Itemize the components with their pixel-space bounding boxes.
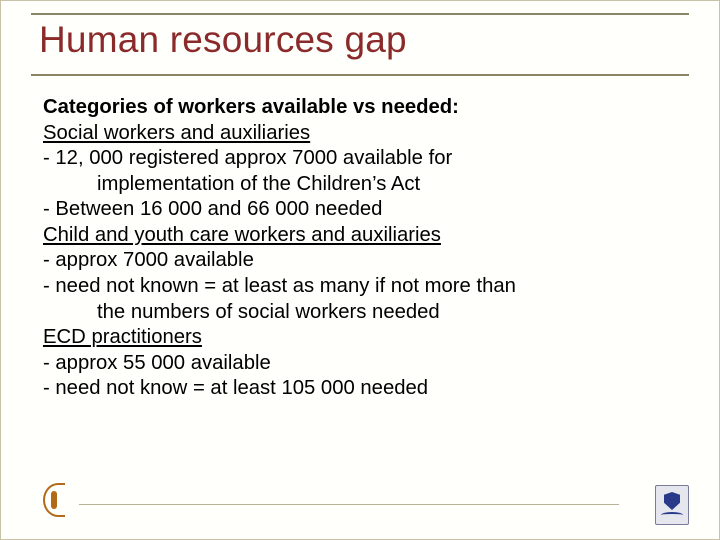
footer-logo-right [655,485,689,525]
shield-icon [664,492,680,510]
bullet: - need not know = at least 105 000 neede… [43,376,683,402]
swirl-icon [661,512,683,518]
bullet: - need not known = at least as many if n… [43,274,683,325]
bullet-text: - need not know = at least 105 000 neede… [43,377,428,399]
bullet: - Between 16 000 and 66 000 needed [43,197,683,223]
section-label-1: Social workers and auxiliaries [43,121,683,147]
bullet: - approx 55 000 available [43,351,683,377]
section-label-3: ECD practitioners [43,325,683,351]
bullet-text: - Between 16 000 and 66 000 needed [43,198,382,220]
top-rule [31,13,689,15]
bullet-continuation: the numbers of social workers needed [61,300,683,326]
bullet-text: - need not known = at least as many if n… [43,275,516,297]
bullet-text: - 12, 000 registered approx 7000 availab… [43,147,452,169]
bullet: - 12, 000 registered approx 7000 availab… [43,146,683,197]
bullet-continuation: implementation of the Children’s Act [61,172,683,198]
footer-rule [79,504,619,505]
section-label-2: Child and youth care workers and auxilia… [43,223,683,249]
footer-logo-left [43,483,73,521]
bullet-text: - approx 55 000 available [43,352,271,374]
title-underline [31,74,689,76]
slide-body: Categories of workers available vs neede… [43,95,683,402]
bullet: - approx 7000 available [43,248,683,274]
slide: Human resources gap Categories of worker… [0,0,720,540]
c-logo-icon [43,483,65,517]
slide-title: Human resources gap [39,19,407,61]
body-heading: Categories of workers available vs neede… [43,95,683,121]
bullet-text: - approx 7000 available [43,249,254,271]
